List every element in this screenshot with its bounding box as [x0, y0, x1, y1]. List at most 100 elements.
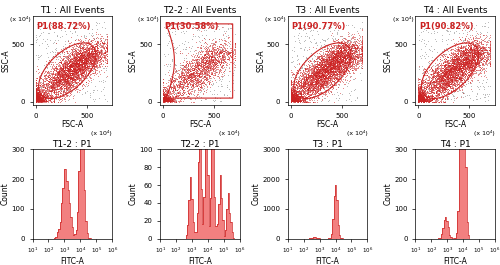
Point	[288, 99, 296, 103]
Point	[471, 61, 479, 65]
Point	[197, 60, 205, 64]
Point	[92, 63, 100, 68]
Point	[352, 48, 360, 52]
Point	[162, 91, 170, 95]
Point	[430, 91, 438, 95]
Point	[37, 86, 45, 90]
Point	[330, 73, 338, 77]
Point	[40, 92, 48, 96]
Point	[82, 58, 90, 63]
Point	[65, 64, 73, 68]
Point	[449, 60, 457, 65]
Point	[70, 53, 78, 57]
Point	[316, 61, 324, 66]
X-axis label: FSC-A: FSC-A	[189, 120, 211, 129]
Point	[294, 79, 302, 83]
Point	[35, 97, 43, 101]
Point	[324, 75, 332, 79]
Point	[458, 62, 466, 66]
Point	[323, 62, 331, 66]
Point	[468, 58, 476, 62]
Point	[64, 77, 72, 82]
Point	[194, 70, 202, 74]
Point	[461, 50, 469, 54]
Point	[62, 65, 70, 69]
Point	[315, 63, 323, 67]
Point	[50, 99, 58, 103]
Point	[351, 54, 359, 59]
Point	[447, 90, 455, 94]
Point	[330, 79, 338, 83]
Point	[32, 99, 40, 103]
Point	[210, 49, 218, 54]
Point	[87, 78, 95, 82]
Point	[55, 77, 63, 81]
Point	[460, 64, 468, 68]
Point	[66, 61, 74, 66]
Point	[415, 98, 423, 103]
Point	[356, 41, 364, 46]
Point	[338, 62, 345, 66]
Point	[322, 74, 330, 78]
Point	[208, 55, 216, 59]
Point	[477, 48, 485, 52]
Point	[288, 99, 296, 103]
Point	[339, 56, 347, 61]
Point	[186, 69, 194, 74]
Point	[102, 37, 110, 42]
Point	[356, 52, 364, 56]
Point	[32, 94, 40, 98]
Point	[436, 91, 444, 95]
Point	[315, 54, 323, 58]
Point	[91, 67, 99, 71]
Point	[36, 94, 44, 98]
Point	[336, 54, 344, 58]
Point	[162, 98, 170, 102]
Point	[160, 98, 168, 102]
Point	[86, 52, 94, 56]
Point	[287, 95, 295, 99]
Point	[60, 79, 68, 83]
Point	[292, 98, 300, 102]
Point	[62, 54, 70, 59]
Point	[442, 61, 450, 66]
Point	[36, 99, 44, 103]
Point	[288, 91, 296, 96]
Point	[288, 99, 296, 103]
Point	[307, 81, 315, 86]
Point	[434, 66, 442, 70]
Point	[332, 55, 340, 59]
Point	[418, 98, 426, 102]
Point	[60, 56, 68, 61]
Point	[78, 45, 86, 50]
Point	[302, 67, 310, 71]
Point	[191, 63, 199, 67]
Point	[442, 65, 450, 70]
Point	[318, 82, 326, 87]
Point	[287, 96, 295, 101]
Point	[456, 66, 464, 70]
Point	[432, 90, 440, 95]
Point	[416, 99, 424, 103]
Point	[431, 74, 439, 78]
Point	[288, 99, 296, 103]
Point	[56, 76, 64, 80]
Point	[64, 80, 72, 84]
Point	[161, 98, 169, 103]
Point	[194, 55, 202, 59]
Point	[318, 83, 326, 87]
Point	[50, 95, 58, 99]
Point	[34, 99, 42, 103]
Point	[174, 91, 182, 95]
Point	[287, 98, 295, 102]
Point	[338, 49, 346, 53]
Point	[448, 65, 456, 69]
Point	[64, 43, 72, 48]
Point	[416, 96, 424, 100]
Point	[461, 55, 469, 59]
Point	[36, 98, 44, 102]
Point	[32, 99, 40, 103]
Point	[68, 68, 76, 72]
Point	[95, 63, 103, 68]
Point	[436, 82, 444, 86]
